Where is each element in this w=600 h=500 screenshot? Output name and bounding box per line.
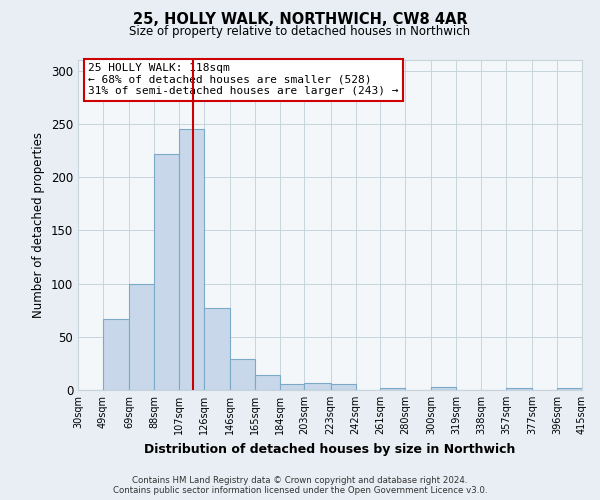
Text: Contains HM Land Registry data © Crown copyright and database right 2024.
Contai: Contains HM Land Registry data © Crown c… <box>113 476 487 495</box>
Y-axis label: Number of detached properties: Number of detached properties <box>32 132 46 318</box>
Text: 25 HOLLY WALK: 118sqm
← 68% of detached houses are smaller (528)
31% of semi-det: 25 HOLLY WALK: 118sqm ← 68% of detached … <box>88 64 398 96</box>
Bar <box>280 384 304 390</box>
Bar <box>380 388 405 390</box>
Bar <box>154 154 179 390</box>
Bar <box>506 388 532 390</box>
Bar <box>304 382 331 390</box>
Text: Size of property relative to detached houses in Northwich: Size of property relative to detached ho… <box>130 25 470 38</box>
Bar <box>557 388 582 390</box>
Bar <box>179 129 203 390</box>
Text: 25, HOLLY WALK, NORTHWICH, CW8 4AR: 25, HOLLY WALK, NORTHWICH, CW8 4AR <box>133 12 467 28</box>
Bar <box>431 387 457 390</box>
Bar <box>331 384 356 390</box>
Bar <box>230 359 255 390</box>
Bar <box>203 308 230 390</box>
Bar <box>129 284 154 390</box>
X-axis label: Distribution of detached houses by size in Northwich: Distribution of detached houses by size … <box>145 442 515 456</box>
Bar <box>103 318 129 390</box>
Bar <box>255 375 280 390</box>
